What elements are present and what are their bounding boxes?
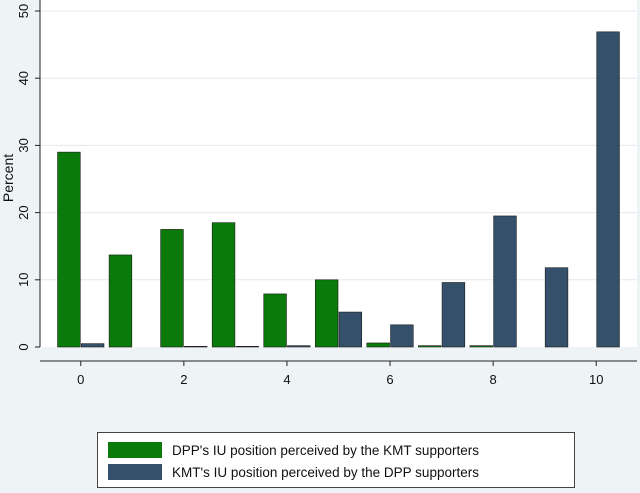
bar-s1-x4 xyxy=(287,345,311,348)
bar-s0-x7 xyxy=(418,345,442,348)
bar-s1-x3 xyxy=(235,346,259,348)
legend-label-dpp: DPP's IU position perceived by the KMT s… xyxy=(172,442,479,458)
bar-s0-x3 xyxy=(211,222,236,348)
legend-item-kmt: KMT's IU position perceived by the DPP s… xyxy=(108,464,479,480)
legend-label-kmt: KMT's IU position perceived by the DPP s… xyxy=(172,464,479,480)
bar-s1-x2 xyxy=(184,346,208,348)
y-tick-label-50: 50 xyxy=(16,4,31,18)
bar-s0-x6 xyxy=(366,342,390,348)
bar-s1-x0 xyxy=(80,343,105,348)
bar-s0-x5 xyxy=(314,279,339,348)
y-axis-label: Percent xyxy=(0,154,16,202)
y-tick-label-30: 30 xyxy=(16,138,31,152)
bar-s1-x7 xyxy=(441,282,466,348)
x-tick-label-4: 4 xyxy=(283,372,290,387)
x-tick-label-6: 6 xyxy=(386,372,393,387)
bar-s1-x10 xyxy=(596,31,620,348)
y-tick-label-20: 20 xyxy=(16,205,31,219)
bar-s0-x8 xyxy=(469,345,493,348)
bar-s0-x1 xyxy=(108,254,133,348)
x-tick-label-2: 2 xyxy=(180,372,187,387)
legend-item-dpp: DPP's IU position perceived by the KMT s… xyxy=(108,442,479,458)
x-tick-label-8: 8 xyxy=(490,372,497,387)
y-tick-label-40: 40 xyxy=(16,71,31,85)
bar-s0-x0 xyxy=(57,151,81,348)
y-tick-label-0: 0 xyxy=(16,343,31,350)
legend: DPP's IU position perceived by the KMT s… xyxy=(97,432,575,488)
bar-s1-x9 xyxy=(544,267,569,348)
bar-chart: 0 10 20 30 40 50 0 2 4 6 8 10 Percent xyxy=(0,0,637,387)
bar-s0-x2 xyxy=(160,229,184,348)
plot-area xyxy=(40,0,637,347)
legend-swatch-dpp xyxy=(108,442,162,458)
x-tick-label-10: 10 xyxy=(589,372,603,387)
y-tick-label-10: 10 xyxy=(16,273,31,287)
bar-s0-x4 xyxy=(263,293,287,348)
legend-swatch-kmt xyxy=(108,464,162,480)
bar-s1-x5 xyxy=(338,311,363,348)
bar-s1-x8 xyxy=(493,215,517,348)
x-tick-label-0: 0 xyxy=(77,372,84,387)
bar-s1-x6 xyxy=(390,324,414,348)
